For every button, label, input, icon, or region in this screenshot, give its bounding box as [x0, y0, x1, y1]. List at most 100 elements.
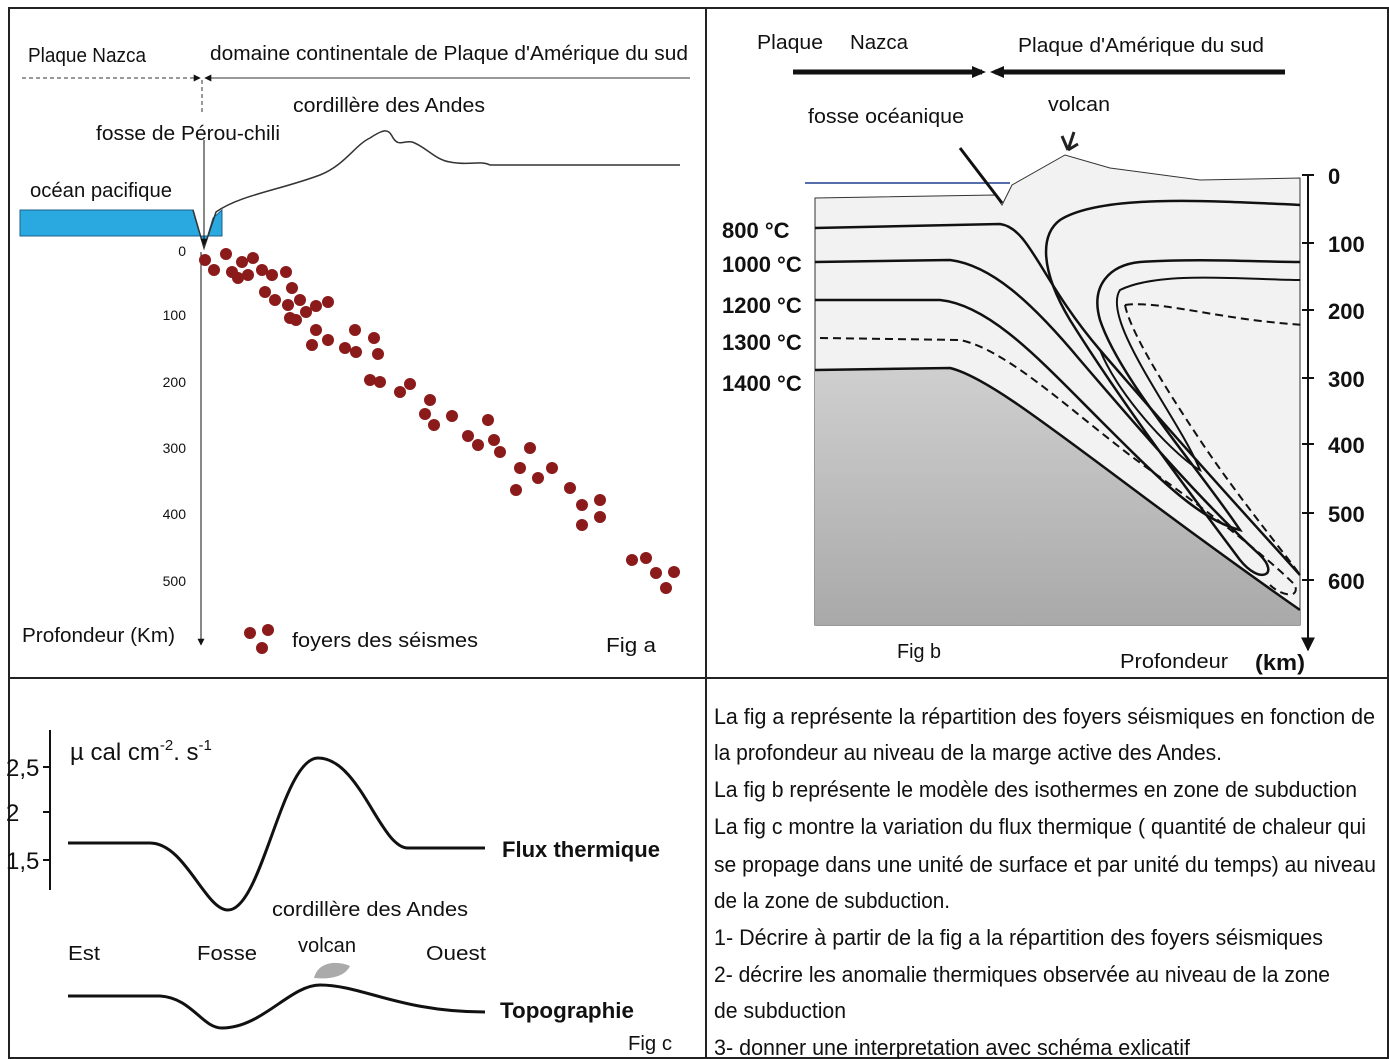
text-line: La fig c montre la variation du flux the… [714, 814, 1366, 839]
earthquake-focus [306, 339, 318, 351]
earthquake-focus [428, 419, 440, 431]
instructions: La fig a représente la répartition des f… [714, 704, 1376, 1059]
legend-dot [244, 627, 256, 639]
earthquake-focus [208, 264, 220, 276]
text-line: La fig b représente le modèle des isothe… [714, 777, 1357, 802]
text-line: La fig a représente la répartition des f… [714, 704, 1375, 729]
earthquake-focus [339, 342, 351, 354]
depth-tick-label: 500 [163, 573, 187, 589]
earthquake-focus [564, 482, 576, 494]
earthquake-focus [668, 566, 680, 578]
text-line: de subduction [714, 998, 846, 1023]
depth-tick-label: 500 [1328, 502, 1365, 527]
earthquake-focus [282, 299, 294, 311]
depth-tick-label: 100 [163, 307, 187, 323]
plate-label: Plaque Nazca [28, 45, 147, 67]
depth-tick-label: 400 [1328, 433, 1365, 458]
axis-label: Profondeur [1120, 651, 1228, 673]
flux-ticks: 2,5 2 1,5 [6, 755, 50, 875]
earthquake-focus [532, 472, 544, 484]
curve-label: Topographie [500, 998, 634, 1023]
isotherm-label: 1400 °C [722, 371, 802, 396]
text-line: de la zone de subduction. [714, 888, 950, 913]
earthquake-focus [364, 374, 376, 386]
earthquake-focus [419, 408, 431, 420]
surface [193, 131, 680, 248]
figure-b: Plaque Nazca Plaque d'Amérique du sud fo… [722, 32, 1365, 675]
text-line: la profondeur au niveau de la marge acti… [714, 740, 1222, 765]
earthquake-focus [372, 348, 384, 360]
depth-tick-label: 200 [163, 374, 187, 390]
depth-tick-label: 400 [163, 506, 187, 522]
text-line: 2- décrire les anomalie thermiques obser… [714, 962, 1330, 987]
earthquake-focus [220, 248, 232, 260]
earthquake-focus [424, 394, 436, 406]
legend-dot [256, 642, 268, 654]
text-line: 1- Décrire à partir de la fig a la répar… [714, 925, 1323, 950]
ocean [20, 210, 222, 248]
earthquake-focus [546, 462, 558, 474]
earthquake-focus [300, 306, 312, 318]
direction-label: Est [68, 943, 100, 965]
depth-tick-label: 100 [1328, 232, 1365, 257]
earthquake-focus [280, 266, 292, 278]
depth-tick-label: 600 [1328, 569, 1365, 594]
document: Plaque Nazca domaine continentale de Pla… [0, 0, 1389, 1059]
earthquake-focus [660, 582, 672, 594]
legend-dot [262, 624, 274, 636]
text-line: se propage dans une unité de surface et … [714, 852, 1376, 877]
depth-tick-label: 200 [1328, 299, 1365, 324]
earthquake-focus [510, 484, 522, 496]
earthquake-focus [266, 269, 278, 281]
earthquake-focus [350, 346, 362, 358]
flux-curve [68, 758, 485, 910]
flux-tick-label: 1,5 [6, 848, 39, 875]
isotherm-label: 1000 °C [722, 252, 802, 277]
depth-tick-label: 300 [163, 440, 187, 456]
earthquake-focus [199, 254, 211, 266]
relief-label: cordillère des Andes [272, 899, 468, 921]
unit-exp: -1 [199, 737, 212, 754]
isotherm-label: 1300 °C [722, 330, 802, 355]
earthquake-focus [576, 499, 588, 511]
caption: Fig a [606, 635, 657, 657]
earthquake-focus [650, 567, 662, 579]
earthquake-focus [462, 430, 474, 442]
axis-label: Profondeur (Km) [22, 625, 175, 647]
earthquake-focus [494, 446, 506, 458]
earthquake-focus [269, 294, 281, 306]
isotherm-label: 800 °C [722, 218, 790, 243]
direction-label: Ouest [426, 943, 486, 965]
figure-c: 2,521,5 µ cal cm-2. s-1 Flux thermique c… [6, 730, 672, 1055]
arrows [972, 66, 1004, 78]
earthquake-focus [236, 256, 248, 268]
earthquake-focus [594, 494, 606, 506]
caption: Fig c [628, 1033, 672, 1055]
earthquake-focus [259, 286, 271, 298]
earthquake-focus [349, 324, 361, 336]
earthquake-focus [472, 439, 484, 451]
depth-tick-label: 0 [1328, 164, 1340, 189]
plate-label: Nazca [850, 32, 909, 54]
unit: µ cal cm [70, 739, 160, 766]
earthquake-focus [294, 294, 306, 306]
flux-tick-label: 2,5 [6, 755, 39, 782]
trench-label: fosse océanique [808, 106, 964, 128]
earthquake-focus [322, 334, 334, 346]
earthquake-focus [374, 376, 386, 388]
unit: . s [173, 739, 198, 766]
trench-label: fosse de Pérou-chili [96, 123, 280, 145]
flux-tick-label: 2 [6, 800, 19, 827]
topo-curve [68, 985, 485, 1028]
earthquake-foci [199, 248, 680, 594]
earthquake-focus [284, 312, 296, 324]
earthquake-focus [310, 324, 322, 336]
curve-label: Flux thermique [502, 837, 660, 862]
page: { "fig_a": { "plate_left": "Plaque Nazca… [0, 0, 1389, 1059]
trench-label: Fosse [197, 943, 257, 965]
earthquake-focus [524, 442, 536, 454]
depth-ticks: 0100200300400500 [163, 243, 187, 589]
earthquake-focus [310, 300, 322, 312]
